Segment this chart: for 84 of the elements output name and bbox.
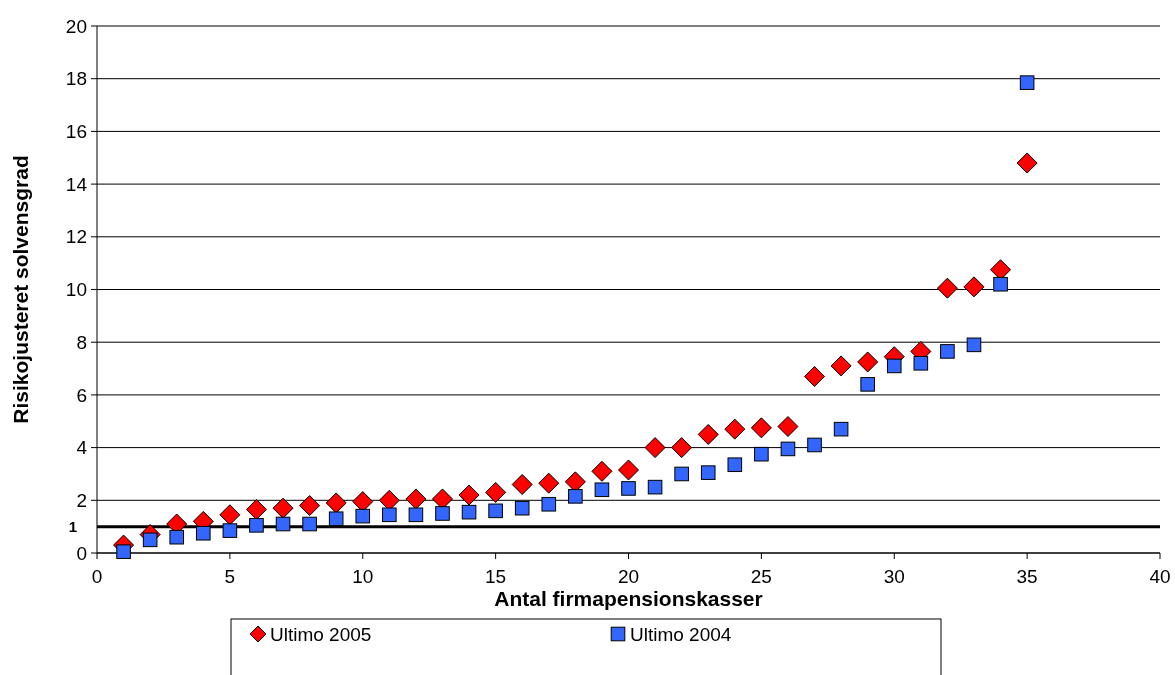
- point: [940, 344, 955, 359]
- point: [458, 484, 480, 506]
- point: [644, 437, 666, 459]
- point: [435, 506, 450, 521]
- point: [142, 532, 158, 548]
- point: [196, 525, 211, 541]
- point: [169, 529, 185, 545]
- point: [671, 437, 693, 459]
- point: [541, 496, 557, 512]
- point: [780, 441, 796, 457]
- point: [727, 457, 743, 473]
- point: [594, 482, 610, 498]
- point: [754, 446, 769, 462]
- point: [485, 481, 507, 503]
- y-tick-label: 4: [76, 437, 88, 459]
- x-tick-label: 5: [224, 566, 236, 587]
- point: [328, 511, 344, 527]
- point: [355, 508, 371, 524]
- point: [674, 466, 689, 482]
- point: [299, 495, 321, 517]
- y-tick-label: 2: [76, 489, 87, 511]
- point: [302, 516, 317, 532]
- y-tick-label: 10: [65, 279, 87, 301]
- point: [116, 544, 131, 559]
- point: [860, 377, 875, 392]
- x-tick-label: 15: [485, 566, 507, 587]
- y-tick-label: 6: [76, 384, 87, 406]
- point: [405, 488, 427, 510]
- x-tick-label: 40: [1149, 566, 1171, 587]
- point: [857, 351, 879, 373]
- point: [750, 417, 772, 439]
- point: [647, 479, 663, 495]
- point: [936, 277, 958, 299]
- ref-line-label: 1: [68, 517, 77, 535]
- y-tick-label: 20: [65, 15, 87, 37]
- x-tick-label: 30: [883, 566, 905, 587]
- point: [275, 516, 291, 532]
- point: [724, 418, 746, 440]
- x-tick-label: 35: [1016, 566, 1038, 587]
- y-axis-title: Risikojusteret solvensgrad: [9, 155, 32, 424]
- point: [777, 416, 799, 438]
- point: [514, 500, 530, 516]
- x-tick-label: 25: [750, 566, 772, 587]
- x-tick-label: 0: [91, 566, 103, 587]
- legend-label: Ultimo 2004: [630, 623, 732, 645]
- point: [1019, 75, 1035, 90]
- legend-label: Ultimo 2005: [270, 623, 372, 645]
- point: [618, 459, 639, 481]
- point: [993, 276, 1008, 292]
- point: [461, 504, 477, 520]
- point: [807, 437, 822, 453]
- y-tick-label: 12: [65, 226, 87, 248]
- point: [591, 460, 613, 482]
- point: [700, 465, 716, 480]
- point: [833, 421, 849, 437]
- point: [621, 481, 636, 496]
- point: [272, 497, 294, 519]
- point: [325, 492, 347, 514]
- y-tick-label: 0: [76, 542, 87, 564]
- point: [963, 276, 985, 298]
- y-tick-label: 14: [65, 173, 88, 195]
- y-tick-label: 16: [65, 121, 87, 143]
- point: [1016, 152, 1038, 174]
- point: [568, 489, 583, 504]
- point: [804, 365, 826, 387]
- y-tick-label: 8: [76, 331, 87, 353]
- x-axis-title: Antal firmapensionskasser: [494, 587, 763, 610]
- y-tick-label: 18: [65, 68, 87, 90]
- point: [222, 523, 238, 538]
- point: [245, 499, 267, 521]
- point: [249, 518, 264, 533]
- point: [830, 355, 852, 377]
- x-tick-label: 10: [352, 566, 374, 587]
- point: [966, 337, 982, 353]
- point: [488, 503, 503, 519]
- point: [538, 472, 560, 494]
- point: [886, 358, 902, 374]
- point: [219, 504, 241, 526]
- point: [511, 473, 533, 495]
- point: [913, 355, 929, 371]
- point: [697, 423, 719, 445]
- x-tick-label: 20: [617, 566, 640, 587]
- point: [408, 507, 424, 523]
- point: [382, 507, 397, 523]
